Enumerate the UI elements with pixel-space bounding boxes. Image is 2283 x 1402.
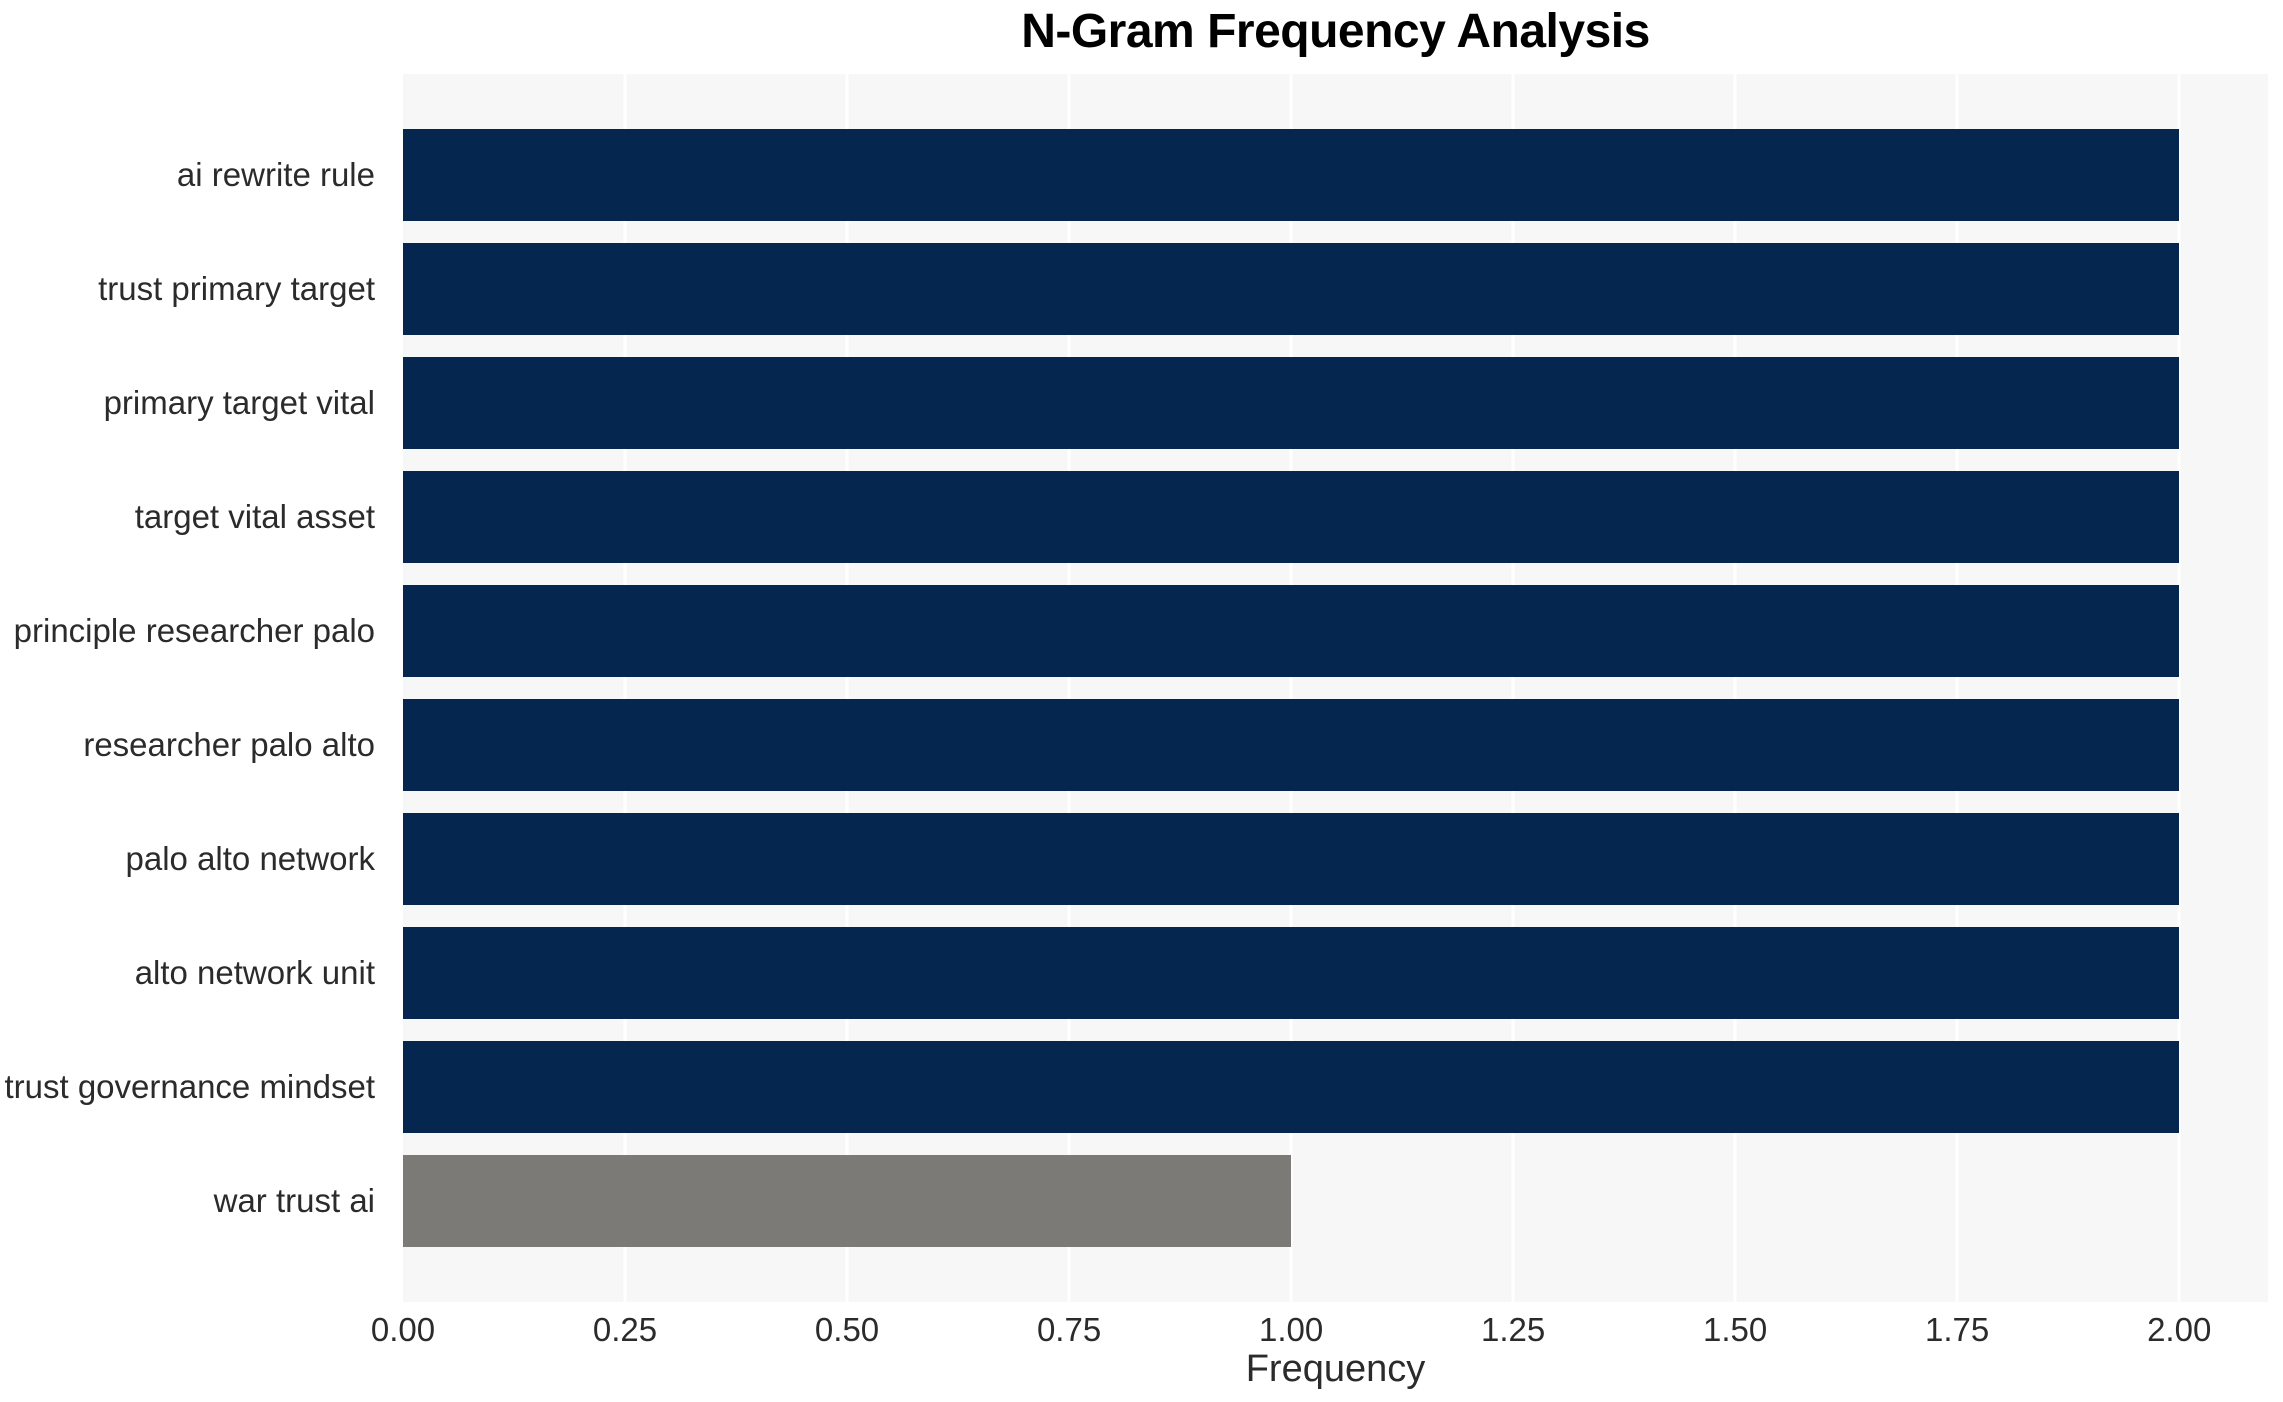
y-axis-labels: ai rewrite rule trust primary target prima… (0, 74, 389, 1302)
bar-row (403, 916, 2268, 1030)
y-tick-label: trust primary target (98, 270, 375, 307)
bar (403, 927, 2180, 1019)
gridline-x-1.75 (1955, 74, 1959, 1302)
bar (403, 585, 2180, 677)
plot-area (403, 74, 2268, 1302)
x-axis-title: Frequency (1245, 1348, 1426, 1390)
bar-row (403, 118, 2268, 232)
bar-row (403, 346, 2268, 460)
x-tick-label: 1.75 (1925, 1311, 1990, 1348)
bar (403, 813, 2180, 905)
bar-row (403, 460, 2268, 574)
y-tick-label: trust governance mindset (4, 1068, 375, 1105)
y-tick-row: war trust ai (0, 1144, 389, 1258)
y-tick-label: war trust ai (213, 1182, 375, 1219)
y-tick-row: trust governance mindset (0, 1030, 389, 1144)
bar-row (403, 802, 2268, 916)
y-tick-label: target vital asset (134, 498, 375, 535)
bar (403, 243, 2180, 335)
gridline-x-0.25 (623, 74, 627, 1302)
y-tick-label: researcher palo alto (83, 726, 375, 763)
y-tick-row: primary target vital (0, 346, 389, 460)
y-tick-label: palo alto network (125, 840, 375, 877)
y-tick-label: primary target vital (103, 384, 375, 421)
x-tick-label: 1.00 (1258, 1311, 1324, 1348)
y-tick-row: alto network unit (0, 916, 389, 1030)
y-tick-row: palo alto network (0, 802, 389, 916)
bar (403, 471, 2180, 563)
bar-row (403, 1030, 2268, 1144)
gridline-x-2 (2177, 74, 2181, 1302)
bar-row (403, 1144, 2268, 1258)
bars-container (403, 74, 2268, 1302)
x-axis-ticks: 0.00 0.25 0.50 0.75 1.00 1.25 1.50 1.75 2.00 (371, 1302, 2268, 1350)
x-tick-label: 0.75 (1036, 1311, 1102, 1348)
y-tick-row: principle researcher palo (0, 574, 389, 688)
x-tick-label: 2.00 (2147, 1311, 2212, 1348)
bar (403, 357, 2180, 449)
x-tick-label: 1.25 (1480, 1311, 1546, 1348)
gridline-x-0.5 (845, 74, 849, 1302)
y-tick-row: researcher palo alto (0, 688, 389, 802)
y-tick-label: alto network unit (134, 954, 375, 991)
x-tick-label: 0.00 (370, 1311, 436, 1348)
x-tick-label: 1.50 (1703, 1311, 1768, 1348)
gridline-x-1.25 (1511, 74, 1515, 1302)
y-tick-label: principle researcher palo (13, 612, 375, 649)
gridline-x-1.5 (1733, 74, 1737, 1302)
bar (403, 129, 2180, 221)
bar (403, 1155, 1292, 1247)
gridline-x-0.75 (1067, 74, 1071, 1302)
bar (403, 699, 2180, 791)
y-tick-row: trust primary target (0, 232, 389, 346)
bar-row (403, 574, 2268, 688)
y-tick-label: ai rewrite rule (176, 156, 375, 193)
chart-title: N-Gram Frequency Analysis (1021, 5, 1650, 58)
bar (403, 1041, 2180, 1133)
x-tick-label: 0.25 (592, 1311, 658, 1348)
bar-row (403, 232, 2268, 346)
y-tick-row: ai rewrite rule (0, 118, 389, 232)
x-tick-label: 0.50 (814, 1311, 880, 1348)
bar-row (403, 688, 2268, 802)
y-tick-row: target vital asset (0, 460, 389, 574)
gridline-x-1 (1289, 74, 1293, 1302)
